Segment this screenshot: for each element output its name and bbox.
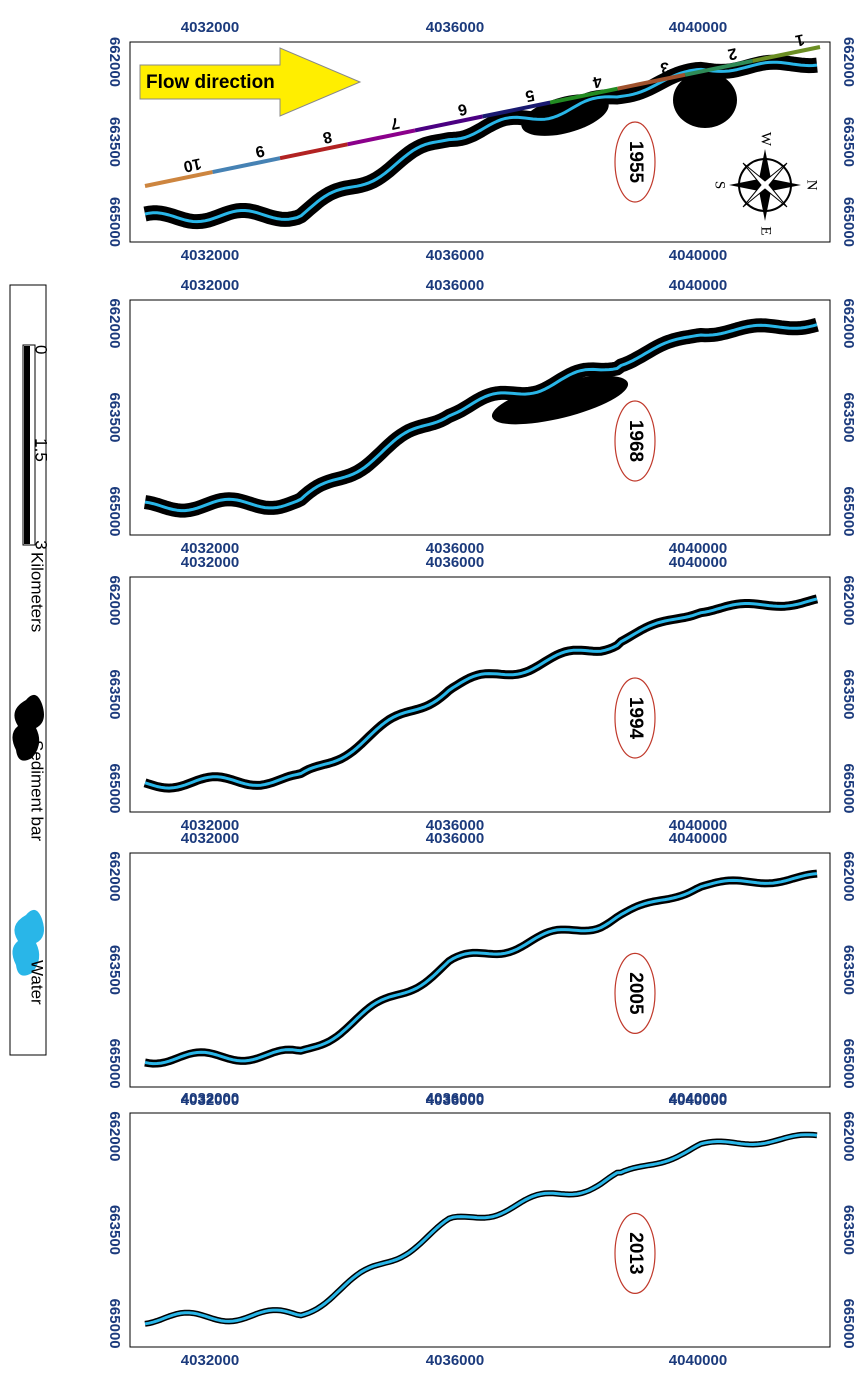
y-tick-label: 662000 <box>840 851 857 901</box>
legend <box>10 285 46 1055</box>
map-panel: 4032000 4032000 4036000 4036000 4040000 40400… <box>106 1090 857 1369</box>
panel-frame <box>130 1113 830 1347</box>
x-tick-label: 4032000 <box>181 1352 239 1369</box>
x-tick-label: 4040000 <box>669 1352 727 1369</box>
y-tick-label: 665000 <box>840 763 857 813</box>
map-panel: 4032000403200040360004036000404000040400… <box>106 277 857 557</box>
y-tick-label: 663500 <box>106 117 123 167</box>
y-tick-label: 665000 <box>840 1299 857 1349</box>
x-tick-label: 4040000 <box>669 19 727 36</box>
compass-letter: W <box>758 132 774 147</box>
x-tick-label: 4032000 <box>181 277 239 294</box>
flow-label: Flow direction <box>146 72 275 93</box>
x-tick-label: 4036000 <box>426 19 484 36</box>
y-tick-label: 665000 <box>106 763 123 813</box>
y-tick-label: 663500 <box>106 1205 123 1255</box>
y-tick-label: 662000 <box>106 298 123 348</box>
y-tick-label: 665000 <box>106 486 123 536</box>
x-tick-label: 4040000 <box>669 277 727 294</box>
x-tick-label: 4032000 <box>181 1090 239 1107</box>
year-label: 1968 <box>625 420 646 462</box>
scale-label: 0 <box>32 345 51 354</box>
y-tick-label: 663500 <box>106 669 123 719</box>
scale-bar <box>24 346 30 544</box>
map-panel: 4032000 4032000 4036000 4036000 4040000 40400… <box>106 19 857 264</box>
x-tick-label: 4032000 <box>181 554 239 571</box>
x-tick-label: 4036000 <box>426 247 484 264</box>
y-tick-label: 663500 <box>106 945 123 995</box>
x-tick-label: 4040000 <box>669 830 727 847</box>
y-tick-label: 662000 <box>106 37 123 87</box>
y-tick-label: 662000 <box>106 575 123 625</box>
scale-label: 3 <box>32 540 51 549</box>
y-tick-label: 665000 <box>106 1039 123 1089</box>
y-tick-label: 663500 <box>840 117 857 167</box>
y-tick-label: 662000 <box>840 37 857 87</box>
y-tick-label: 663500 <box>840 945 857 995</box>
compass-letter: S <box>712 181 728 189</box>
x-tick-label: 4040000 <box>669 247 727 264</box>
compass-letter: E <box>758 226 774 235</box>
y-tick-label: 662000 <box>840 575 857 625</box>
y-tick-label: 665000 <box>840 197 857 247</box>
y-tick-label: 663500 <box>840 1205 857 1255</box>
x-tick-label: 4032000 <box>181 247 239 264</box>
year-label: 2005 <box>625 972 646 1015</box>
compass-letter: N <box>804 180 820 191</box>
y-tick-label: 665000 <box>106 1299 123 1349</box>
map-panel: 4032000403200040360004036000404000040400… <box>106 554 857 834</box>
y-tick-label: 662000 <box>840 1111 857 1161</box>
y-tick-label: 662000 <box>106 851 123 901</box>
map-panel: 4032000 4032000 4036000 4036000 4040000 40400… <box>106 830 857 1109</box>
x-tick-label: 4032000 <box>181 19 239 36</box>
legend-label: Water <box>28 960 47 1005</box>
x-tick-label: 4040000 <box>669 1090 727 1107</box>
y-tick-label: 663500 <box>106 392 123 442</box>
year-label: 1955 <box>625 141 646 184</box>
y-tick-label: 665000 <box>840 486 857 536</box>
x-tick-label: 4036000 <box>426 1352 484 1369</box>
y-tick-label: 663500 <box>840 669 857 719</box>
y-tick-label: 665000 <box>106 197 123 247</box>
scale-label: 1.5 <box>32 438 51 462</box>
x-tick-label: 4036000 <box>426 1090 484 1107</box>
y-tick-label: 662000 <box>106 1111 123 1161</box>
y-tick-label: 665000 <box>840 1039 857 1089</box>
x-tick-label: 4036000 <box>426 830 484 847</box>
year-label: 2013 <box>625 1232 646 1274</box>
y-tick-label: 662000 <box>840 298 857 348</box>
x-tick-label: 4032000 <box>181 830 239 847</box>
panel-frame <box>130 853 830 1087</box>
x-tick-label: 4040000 <box>669 554 727 571</box>
x-tick-label: 4036000 <box>426 554 484 571</box>
year-label: 1994 <box>625 697 646 740</box>
x-tick-label: 4036000 <box>426 277 484 294</box>
y-tick-label: 663500 <box>840 392 857 442</box>
figure: 01.53KilometersSediment barWater40320004… <box>0 0 862 1383</box>
scale-unit: Kilometers <box>28 552 47 632</box>
legend-label: Sediment bar <box>28 740 47 841</box>
segment-label: 10 <box>182 154 203 174</box>
